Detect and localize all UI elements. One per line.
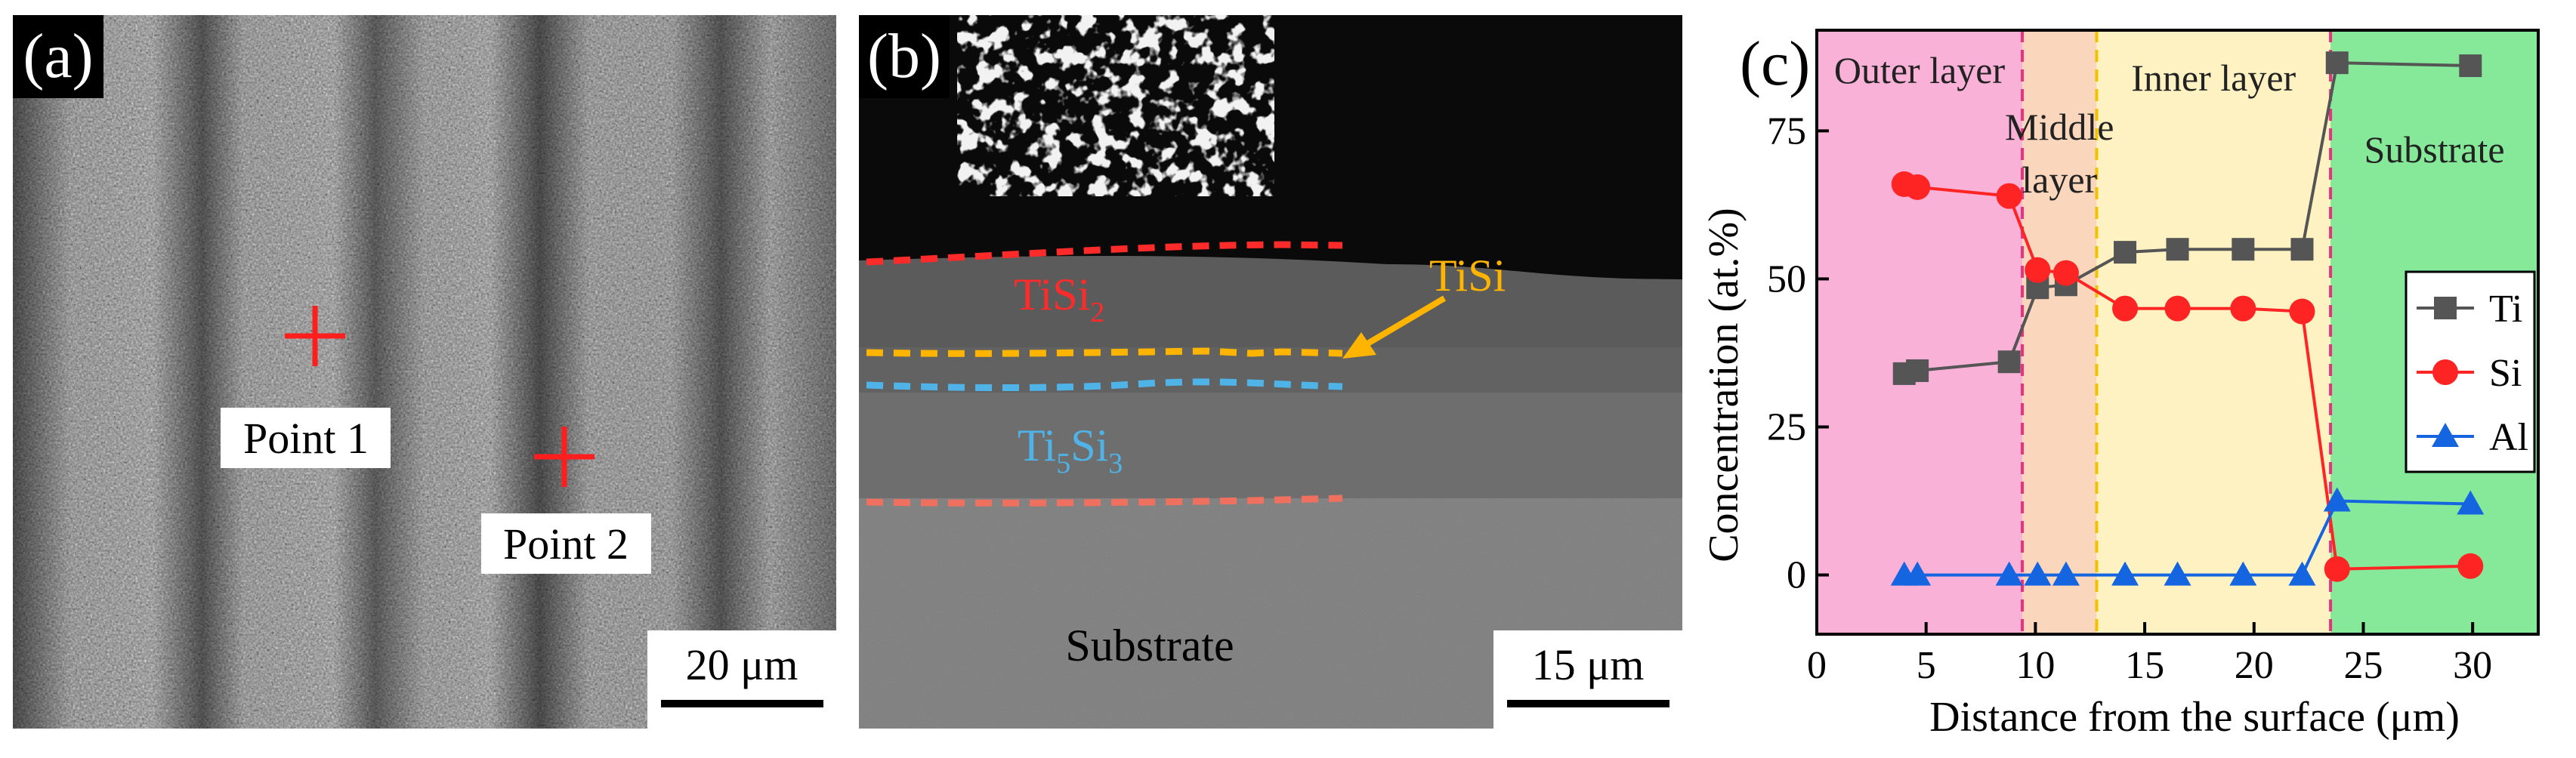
point-Al-5 [2111,561,2139,586]
region-label-2-0: Inner layer [2131,57,2296,99]
scale-bar-b-label: 15 μm [1532,640,1645,689]
legend-marker-Al [2432,423,2459,447]
layer-boundaries [2021,30,2333,634]
x-tick-label-15: 15 [2125,644,2164,687]
scale-bar-a [661,700,823,707]
panel-a-label: (a) [23,21,93,91]
panel-b-label-bg [859,15,950,98]
ti5si3-boundary-line [866,378,1343,392]
point-Al-2 [1995,561,2023,586]
plot-frame [1815,29,2540,636]
scale-bar-b-bg [1493,630,1682,729]
point-Si-7 [2230,295,2256,322]
point-Ti-1 [1906,359,1929,382]
sem-surface-image: (a) Point 1 Point 2 20 μm [13,15,836,729]
point-Al-3 [2024,561,2052,586]
legend-label-Ti: Ti [2489,288,2522,331]
point-1-marker [285,306,345,366]
point-Si-2 [1996,183,2022,209]
point-Al-8 [2288,561,2316,586]
x-tick-label-0: 0 [1807,644,1827,687]
point-Si-5 [2112,295,2139,322]
substrate-label: Substrate [1065,621,1234,670]
x-tick-label-5: 5 [1917,644,1936,687]
panel-b-label: (b) [867,21,941,91]
point-Si-1 [1904,174,1931,200]
y-axis-label: Concentration (at.%) [1700,208,1747,562]
x-tick-label-25: 25 [2343,644,2383,687]
point-Al-10 [2457,490,2485,515]
scale-bar-a-label: 20 μm [686,640,798,689]
data-series [1890,51,2485,586]
y-tick-label-0: 0 [1787,554,1806,597]
chart-legend: Ti Si Al [2405,270,2536,473]
region-label-1-1: layer [2022,159,2097,201]
point-Si-8 [2289,298,2315,325]
point-Ti-9 [2325,51,2349,75]
point-2-label: Point 2 [503,519,629,568]
point-Si-4 [2052,260,2079,286]
point-Ti-8 [2290,238,2314,261]
region-1 [2022,30,2097,634]
scale-bar-a-bg [647,630,836,729]
point-Si-6 [2164,295,2191,322]
tisi-label: TiSi [1429,251,1506,300]
point-Al-9 [2323,487,2351,512]
point-Ti-2 [1997,350,2021,374]
tisi2-boundary-line [866,241,1343,266]
region-0 [1817,30,2023,634]
point-1-label: Point 1 [243,414,369,463]
y-tick-label-75: 75 [1767,109,1806,153]
point-Si-10 [2457,553,2484,579]
region-label-3-0: Substrate [2364,128,2504,171]
point-Al-6 [2164,561,2191,586]
y-tick-label-50: 50 [1767,257,1806,300]
tisi-boundary-line [866,347,1343,357]
point-Ti-10 [2459,54,2482,78]
panel-a-label-bg [13,15,103,98]
panel-c-label: (c) [1740,29,1810,99]
legend-label-Al: Al [2489,416,2528,459]
point-Ti-5 [2114,241,2137,264]
tisi-arrow [1342,295,1447,359]
concentration-chart: 0 5 10 15 20 25 30 0 25 50 75 Outer layer Middle lay… [1700,29,2540,741]
substrate-boundary-line [866,495,1343,507]
region-label-1-0: Middle [2005,106,2114,148]
region-2 [2096,30,2331,634]
tisi2-label: TiSi2 [1014,270,1104,328]
point-Al-1 [1904,561,1932,586]
layer-regions [1817,30,2538,634]
x-axis-label: Distance from the surface (μm) [1929,694,2460,741]
point-Al-7 [2229,561,2257,586]
x-tick-label-10: 10 [2015,644,2055,687]
point-Ti-7 [2232,238,2255,261]
legend-marker-Ti [2434,297,2457,319]
ti5si3-label: Ti5Si3 [1018,421,1123,479]
scale-bar-b [1507,700,1669,707]
point-Si-3 [2025,257,2051,283]
concentration-chart-panel: 0 5 10 15 20 25 30 0 25 50 75 Outer layer Middle lay… [1696,0,2576,754]
x-tick-label-30: 30 [2453,644,2492,687]
point-Al-4 [2052,561,2080,586]
sem-cross-section-panel: (b) TiSi2 TiSi Ti5Si3 Substrate 15 μm [859,15,1682,729]
chart-axes: 0 5 10 15 20 25 30 0 25 50 75 [1767,29,2540,687]
x-tick-label-20: 20 [2235,644,2274,687]
sem-surface-panel: (a) Point 1 Point 2 20 μm [13,15,836,729]
sem-cross-section-image: (b) TiSi2 TiSi Ti5Si3 Substrate 15 μm [859,15,1682,729]
legend-label-Si: Si [2489,352,2522,395]
point-Ti-6 [2166,238,2189,261]
point-Si-9 [2324,556,2350,582]
point-2-label-bg [481,513,651,574]
legend-marker-Si [2432,359,2458,385]
point-2-marker [534,427,595,487]
region-label-0-0: Outer layer [1834,49,2006,91]
point-1-label-bg [221,408,391,468]
y-tick-label-25: 25 [1767,405,1806,448]
region-labels: Outer layer Middle layer Inner layer Substra… [1834,49,2505,201]
